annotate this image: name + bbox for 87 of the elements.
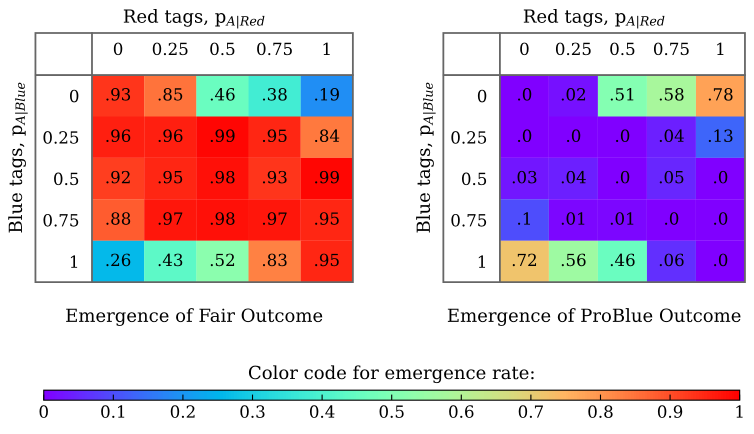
y-tick-label: 0 — [70, 90, 78, 102]
data-label: .83 — [262, 254, 287, 266]
color-bar-label: 1 — [736, 405, 743, 418]
data-label: .0 — [714, 254, 728, 266]
data-label: .01 — [562, 212, 584, 225]
x-axis-title: Red tags, p$_{A|Red}$ — [124, 8, 264, 28]
data-label: .19 — [315, 88, 339, 101]
data-label: .04 — [660, 129, 684, 142]
data-label: .93 — [106, 88, 130, 101]
color-bar-label: 0.7 — [518, 405, 543, 418]
data-label: .58 — [660, 88, 684, 101]
x-tick-label: 0.25 — [556, 42, 591, 56]
data-label: .56 — [562, 254, 586, 266]
y-tick-label: 0.5 — [54, 172, 78, 186]
color-bar-title: Color code for emergence rate: — [248, 365, 534, 384]
data-label: .0 — [714, 212, 728, 225]
y-tick-label: 1 — [70, 255, 78, 268]
color-bar-label: 0.5 — [380, 405, 404, 418]
data-label: .51 — [610, 88, 634, 101]
data-label: .1 — [518, 212, 530, 225]
data-label: .99 — [315, 170, 339, 184]
color-bar-label: 0.3 — [240, 405, 265, 418]
data-label: .26 — [106, 254, 130, 266]
y-tick-label: 0.75 — [451, 214, 486, 227]
data-label: .13 — [708, 129, 732, 142]
y-tick-label: 0.25 — [451, 131, 486, 144]
data-label: .97 — [158, 212, 182, 225]
x-tick-label: 0.75 — [257, 42, 292, 56]
x-tick-label: 0.5 — [210, 42, 234, 56]
color-bar-label: 0.8 — [588, 405, 613, 418]
y-tick-label: 0.25 — [43, 131, 78, 144]
data-label: .98 — [210, 170, 235, 184]
data-label: .03 — [512, 170, 536, 184]
y-axis-title: Blue tags, p$_{A|Blue}$ — [8, 82, 28, 233]
data-label: .72 — [512, 254, 536, 266]
color-bar-label: 0.2 — [170, 405, 195, 418]
color-bar-label: 0.4 — [310, 405, 335, 418]
data-label: .46 — [610, 254, 635, 266]
x-axis-title: Red tags, p$_{A|Red}$ — [524, 8, 664, 28]
x-tick-label: 0 — [520, 42, 529, 56]
data-label: .0 — [616, 129, 630, 142]
data-label: .0 — [567, 129, 580, 142]
data-label: .0 — [665, 212, 678, 225]
y-axis-title: Blue tags, p$_{A|Blue}$ — [416, 82, 436, 233]
data-label: .95 — [315, 254, 339, 266]
data-label: .46 — [210, 88, 235, 101]
color-bar-label: 0.6 — [449, 405, 474, 418]
y-tick-label: 0.75 — [43, 214, 78, 227]
x-tick-label: 0.75 — [654, 42, 689, 56]
x-tick-label: 0.25 — [152, 42, 188, 56]
data-label: .92 — [106, 170, 130, 184]
text: Emergence of Fair Outcome — [66, 308, 322, 326]
data-label: .96 — [158, 129, 182, 142]
data-label: .05 — [660, 170, 684, 184]
y-tick-label: 1 — [478, 255, 486, 268]
data-label: .0 — [714, 170, 728, 184]
data-label: .38 — [262, 88, 287, 101]
x-tick-label: 1 — [324, 42, 330, 55]
data-label: .0 — [518, 88, 532, 101]
data-label: .85 — [158, 88, 182, 101]
y-tick-label: 0 — [478, 90, 486, 102]
color-bar-label: 0.1 — [101, 405, 124, 418]
data-label: .98 — [210, 212, 235, 225]
data-label: .04 — [562, 170, 586, 184]
data-label: .96 — [106, 129, 130, 142]
data-label: .95 — [158, 170, 182, 184]
data-label: .52 — [210, 254, 234, 266]
data-label: .01 — [610, 212, 634, 225]
data-label: .99 — [210, 129, 235, 142]
data-label: .84 — [315, 129, 340, 142]
x-tick-label: 0 — [114, 42, 122, 56]
text: Emergence of ProBlue Outcome — [448, 308, 741, 326]
data-label: .95 — [315, 212, 339, 225]
data-label: .93 — [262, 170, 287, 184]
y-tick-label: 0.5 — [462, 172, 486, 186]
data-label: .78 — [708, 88, 733, 101]
data-label: .06 — [660, 254, 684, 266]
color-bar-label: 0.9 — [658, 405, 682, 418]
data-label: .88 — [106, 212, 130, 225]
data-label: .0 — [518, 129, 532, 142]
data-label: .02 — [562, 88, 586, 101]
x-tick-label: 0.5 — [610, 42, 634, 56]
data-label: .0 — [616, 170, 630, 184]
data-label: .97 — [262, 212, 287, 225]
data-label: .95 — [262, 129, 287, 142]
data-label: .43 — [158, 254, 182, 266]
x-tick-label: 1 — [717, 42, 724, 55]
